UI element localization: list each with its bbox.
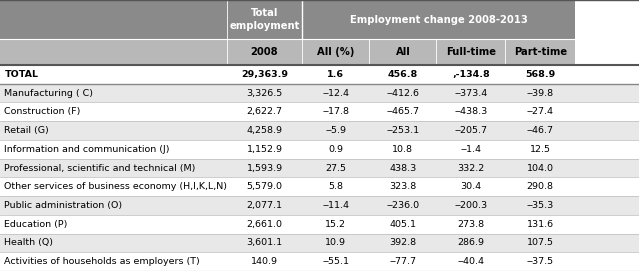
Text: Total
employment: Total employment: [229, 8, 300, 31]
Bar: [0, 84, 639, 102]
Text: 1.6: 1.6: [327, 70, 344, 79]
Bar: [505, 39, 575, 65]
Text: 27.5: 27.5: [325, 163, 346, 173]
Text: Construction (F): Construction (F): [4, 107, 81, 116]
Bar: [227, 39, 302, 65]
Text: TOTAL: TOTAL: [4, 70, 38, 79]
Text: 30.4: 30.4: [460, 182, 482, 191]
Bar: [0, 159, 639, 178]
Text: 438.3: 438.3: [389, 163, 417, 173]
Text: 273.8: 273.8: [458, 220, 484, 229]
Text: Activities of households as employers (T): Activities of households as employers (T…: [4, 257, 200, 266]
Text: ‒27.4: ‒27.4: [527, 107, 554, 116]
Text: Retail (G): Retail (G): [4, 126, 49, 135]
Bar: [436, 39, 505, 65]
Bar: [0, 0, 227, 39]
Bar: [369, 39, 436, 65]
Text: Other services of business economy (H,I,K,L,N): Other services of business economy (H,I,…: [4, 182, 227, 191]
Text: 290.8: 290.8: [527, 182, 554, 191]
Text: 2,661.0: 2,661.0: [247, 220, 282, 229]
Text: 10.9: 10.9: [325, 238, 346, 247]
Text: ‒40.4: ‒40.4: [458, 257, 484, 266]
Text: Information and communication (J): Information and communication (J): [4, 145, 170, 154]
Text: ‒205.7: ‒205.7: [454, 126, 488, 135]
Text: ‒465.7: ‒465.7: [387, 107, 419, 116]
Text: ‒12.4: ‒12.4: [322, 89, 350, 98]
Text: ‚­134.8: ‚­134.8: [452, 70, 490, 79]
Text: 2008: 2008: [250, 47, 279, 57]
Text: 456.8: 456.8: [388, 70, 418, 79]
Bar: [0, 252, 639, 271]
Bar: [0, 65, 639, 84]
Text: Health (Q): Health (Q): [4, 238, 54, 247]
Text: 0.9: 0.9: [328, 145, 343, 154]
Text: ‒236.0: ‒236.0: [387, 201, 419, 210]
Text: ‒373.4: ‒373.4: [454, 89, 488, 98]
Text: 2,622.7: 2,622.7: [247, 107, 282, 116]
Text: 332.2: 332.2: [458, 163, 484, 173]
Text: 568.9: 568.9: [525, 70, 555, 79]
Text: Education (P): Education (P): [4, 220, 68, 229]
Text: 2,077.1: 2,077.1: [247, 201, 282, 210]
Text: ‒412.6: ‒412.6: [387, 89, 419, 98]
Bar: [227, 0, 302, 39]
Text: ‒253.1: ‒253.1: [387, 126, 419, 135]
Text: Public administration (O): Public administration (O): [4, 201, 123, 210]
Bar: [0, 102, 639, 121]
Text: Manufacturing ( C): Manufacturing ( C): [4, 89, 93, 98]
Text: 140.9: 140.9: [251, 257, 278, 266]
Text: ‒1.4: ‒1.4: [461, 145, 481, 154]
Text: 1,593.9: 1,593.9: [247, 163, 282, 173]
Text: ‒37.5: ‒37.5: [527, 257, 554, 266]
Text: 131.6: 131.6: [527, 220, 554, 229]
Text: 5.8: 5.8: [328, 182, 343, 191]
Text: ‒200.3: ‒200.3: [454, 201, 488, 210]
Bar: [0, 121, 639, 140]
Text: 3,326.5: 3,326.5: [247, 89, 282, 98]
Text: 405.1: 405.1: [389, 220, 417, 229]
Text: 29,363.9: 29,363.9: [241, 70, 288, 79]
Text: All (%): All (%): [317, 47, 355, 57]
Text: ‒17.8: ‒17.8: [322, 107, 350, 116]
Bar: [0, 39, 227, 65]
Text: 12.5: 12.5: [530, 145, 551, 154]
Text: ‒55.1: ‒55.1: [322, 257, 350, 266]
Text: ‒77.7: ‒77.7: [389, 257, 417, 266]
Text: ‒11.4: ‒11.4: [322, 201, 350, 210]
Text: ‒5.9: ‒5.9: [325, 126, 346, 135]
Bar: [0, 140, 639, 159]
Text: 10.8: 10.8: [392, 145, 413, 154]
Text: 5,579.0: 5,579.0: [247, 182, 282, 191]
Text: Part-time: Part-time: [514, 47, 567, 57]
Bar: [0, 178, 639, 196]
Text: Employment change 2008-2013: Employment change 2008-2013: [350, 15, 528, 25]
Text: ‒46.7: ‒46.7: [527, 126, 554, 135]
Text: 392.8: 392.8: [389, 238, 417, 247]
Bar: [302, 0, 575, 39]
Bar: [0, 196, 639, 215]
Bar: [302, 39, 369, 65]
Text: 107.5: 107.5: [527, 238, 554, 247]
Text: 3,601.1: 3,601.1: [247, 238, 282, 247]
Text: All: All: [396, 47, 410, 57]
Text: 323.8: 323.8: [389, 182, 417, 191]
Text: 15.2: 15.2: [325, 220, 346, 229]
Bar: [0, 215, 639, 234]
Text: 104.0: 104.0: [527, 163, 554, 173]
Text: Full-time: Full-time: [446, 47, 496, 57]
Text: 286.9: 286.9: [458, 238, 484, 247]
Text: ‒35.3: ‒35.3: [527, 201, 554, 210]
Text: 4,258.9: 4,258.9: [247, 126, 282, 135]
Text: 1,152.9: 1,152.9: [247, 145, 282, 154]
Bar: [0, 234, 639, 252]
Text: Professional, scientific and technical (M): Professional, scientific and technical (…: [4, 163, 196, 173]
Text: ‒39.8: ‒39.8: [527, 89, 554, 98]
Text: ‒438.3: ‒438.3: [454, 107, 488, 116]
